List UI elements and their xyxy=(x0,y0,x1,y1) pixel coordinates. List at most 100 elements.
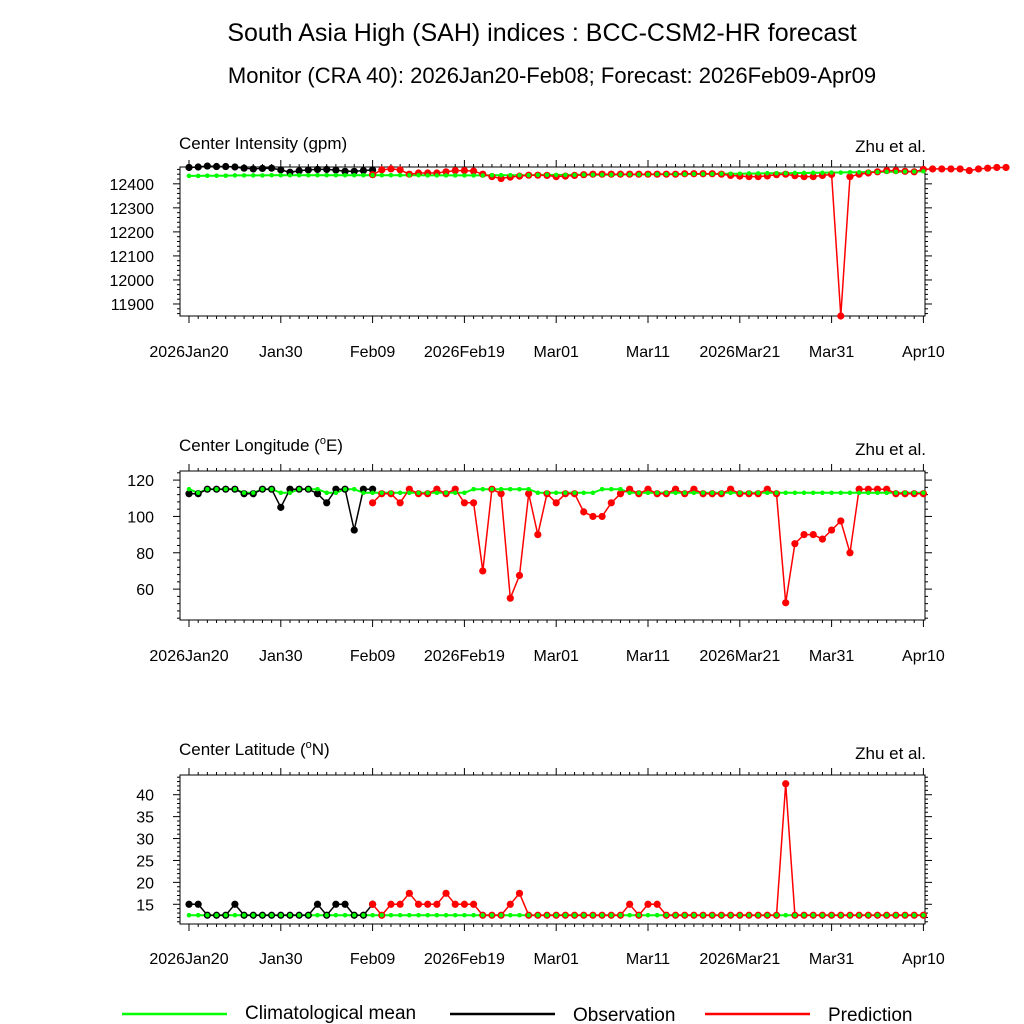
data-point-climatology-overlay xyxy=(627,172,632,177)
data-point-climatology-overlay xyxy=(737,171,742,176)
data-point-observation xyxy=(313,490,322,498)
data-point-climatology-overlay xyxy=(223,486,228,492)
legend-prediction-label: Prediction xyxy=(828,1005,913,1024)
data-point-prediction xyxy=(580,508,588,516)
data-point-climatology-overlay xyxy=(700,171,706,177)
data-point-climatology-overlay xyxy=(609,913,614,918)
data-point-climatology-overlay xyxy=(746,490,752,496)
data-point-climatology-overlay xyxy=(636,490,642,496)
data-point-climatology-overlay xyxy=(847,170,853,175)
data-point-climatology-overlay xyxy=(352,913,357,918)
data-point-climatology-overlay xyxy=(434,173,440,178)
y-tick-label: 15 xyxy=(136,897,154,914)
data-point-observation xyxy=(185,490,193,498)
x-tick-label: Mar31 xyxy=(809,951,854,968)
data-point-observation xyxy=(313,165,322,174)
data-point-prediction xyxy=(928,165,937,173)
data-point-climatology-overlay xyxy=(921,490,926,496)
data-point-climatology-overlay xyxy=(223,173,228,178)
data-point-climatology-overlay xyxy=(443,490,449,496)
data-point-climatology-overlay xyxy=(296,913,302,918)
data-point-prediction xyxy=(809,173,817,181)
data-point-climatology-overlay xyxy=(719,171,724,176)
x-tick-label: Jan30 xyxy=(259,951,303,968)
data-point-climatology-overlay xyxy=(462,490,467,496)
data-point-climatology-overlay xyxy=(186,913,192,918)
data-point-prediction xyxy=(515,889,524,897)
data-point-climatology-overlay xyxy=(416,913,421,918)
data-point-observation xyxy=(185,163,193,172)
data-point-climatology-overlay xyxy=(214,486,219,492)
data-point-climatology-overlay xyxy=(453,913,458,918)
data-point-observation xyxy=(359,167,368,175)
x-tick-label: 2026Mar21 xyxy=(699,951,780,968)
data-point-prediction xyxy=(763,485,771,493)
data-point-climatology-overlay xyxy=(912,490,917,496)
data-point-climatology-overlay xyxy=(434,490,440,496)
data-point-observation xyxy=(332,485,340,493)
data-point-climatology-overlay xyxy=(388,913,394,918)
data-point-observation xyxy=(295,167,303,175)
data-point-climatology-overlay xyxy=(544,172,550,178)
data-point-observation xyxy=(277,503,285,511)
data-point-prediction xyxy=(442,889,450,897)
data-point-climatology-overlay xyxy=(333,490,339,496)
data-point-climatology-overlay xyxy=(554,490,559,496)
data-point-climatology-overlay xyxy=(746,913,752,918)
data-point-observation xyxy=(277,166,285,174)
data-point-climatology-overlay xyxy=(407,490,412,496)
data-point-climatology-overlay xyxy=(710,913,715,918)
data-point-climatology-overlay xyxy=(517,486,522,492)
data-point-observation xyxy=(185,900,193,908)
data-point-prediction xyxy=(387,900,395,908)
data-point-prediction xyxy=(405,889,413,897)
data-point-climatology-overlay xyxy=(471,173,476,178)
data-point-prediction xyxy=(644,485,652,493)
data-point-prediction xyxy=(469,167,478,175)
x-tick-label: Jan30 xyxy=(259,344,303,361)
data-point-climatology-overlay xyxy=(379,913,384,918)
data-point-observation xyxy=(268,164,276,172)
data-point-climatology-overlay xyxy=(654,490,660,496)
x-tick-label: 2026Mar21 xyxy=(699,648,780,665)
data-point-prediction xyxy=(451,900,459,908)
series-line-prediction xyxy=(372,488,924,603)
data-point-prediction xyxy=(800,173,808,181)
data-point-climatology-overlay xyxy=(324,913,329,918)
data-point-climatology-overlay xyxy=(186,173,192,179)
data-point-climatology-overlay xyxy=(590,913,596,918)
data-point-climatology-overlay xyxy=(912,169,917,174)
data-point-climatology-overlay xyxy=(581,913,586,918)
data-point-climatology-overlay xyxy=(921,913,926,918)
data-point-climatology-overlay xyxy=(875,169,880,175)
panel-title-longitude: Center Longitude (oE) xyxy=(179,435,343,455)
data-point-prediction xyxy=(479,567,487,575)
data-point-climatology-overlay xyxy=(765,171,770,176)
data-point-observation xyxy=(231,900,239,908)
x-tick-label: 2026Feb19 xyxy=(424,648,505,665)
data-point-climatology-overlay xyxy=(728,171,733,176)
panel-title-latitude: Center Latitude (oN) xyxy=(179,739,330,759)
data-point-climatology-overlay xyxy=(306,486,311,492)
data-point-climatology-overlay xyxy=(682,913,687,918)
legend-observation-label: Observation xyxy=(573,1005,675,1024)
data-point-climatology-overlay xyxy=(765,490,770,496)
data-point-climatology-overlay xyxy=(241,173,247,178)
data-point-climatology-overlay xyxy=(361,490,366,496)
data-point-climatology-overlay xyxy=(820,913,825,918)
data-point-prediction xyxy=(497,490,505,498)
data-point-climatology-overlay xyxy=(866,913,871,918)
data-point-climatology-overlay xyxy=(618,486,623,492)
data-point-climatology-overlay xyxy=(811,913,816,918)
figure-subtitle: Monitor (CRA 40): 2026Jan20-Feb08; Forec… xyxy=(228,63,876,88)
data-point-climatology-overlay xyxy=(287,490,293,496)
data-point-prediction xyxy=(607,499,615,507)
plot-frame xyxy=(179,774,926,925)
data-point-climatology-overlay xyxy=(645,172,651,177)
data-point-climatology-overlay xyxy=(397,490,403,496)
data-point-climatology-overlay xyxy=(251,913,256,918)
data-point-climatology-overlay xyxy=(306,913,311,918)
data-point-climatology-overlay xyxy=(315,486,320,492)
data-point-climatology-overlay xyxy=(829,913,834,918)
